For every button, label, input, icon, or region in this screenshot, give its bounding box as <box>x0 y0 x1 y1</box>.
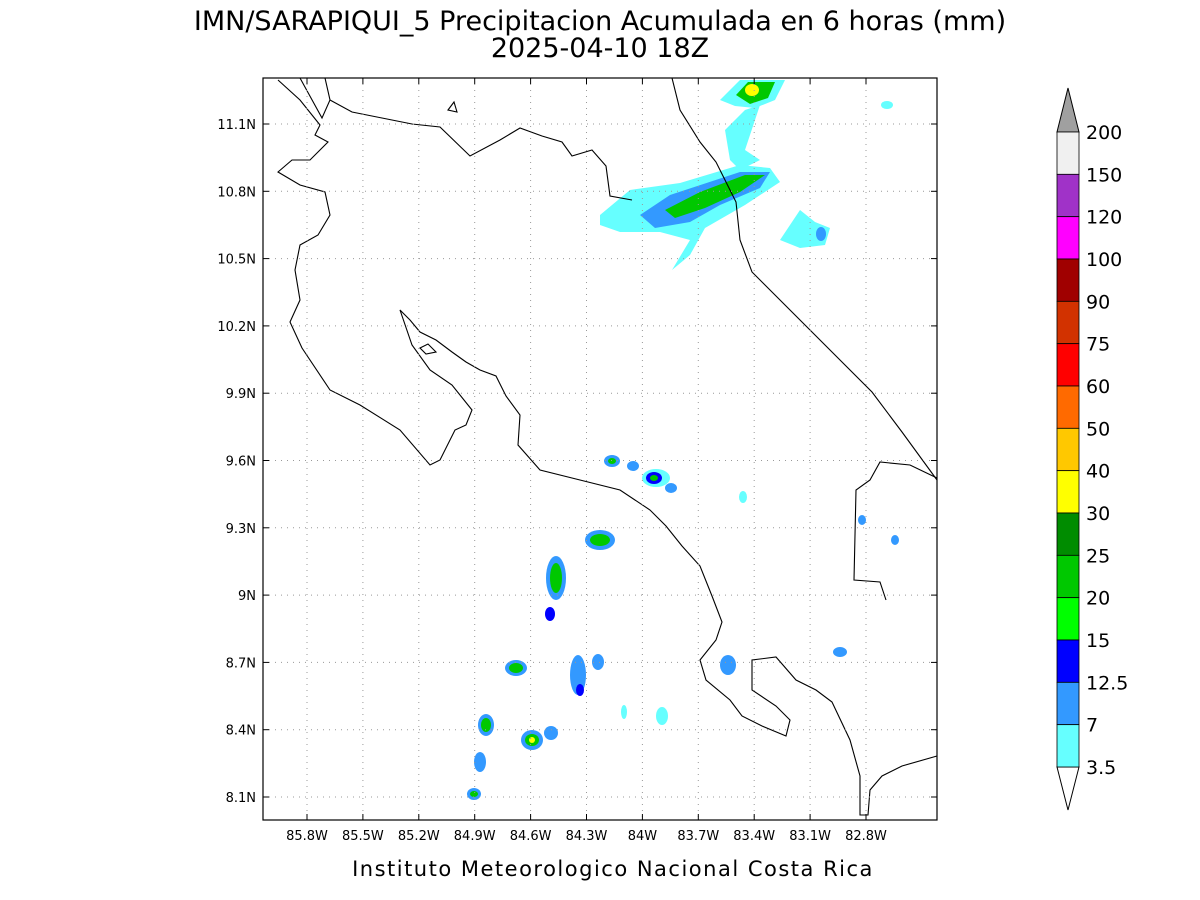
lat-label: 8.7N <box>226 656 256 671</box>
color-box <box>1056 427 1080 472</box>
lat-label: 9.9N <box>226 387 256 402</box>
lon-label: 84W <box>628 829 658 844</box>
over-triangle <box>1056 87 1080 133</box>
color-box <box>1056 131 1080 175</box>
legend-level: 25 <box>1086 545 1110 567</box>
legend-level: 15 <box>1086 630 1110 652</box>
lon-label: 84.3W <box>566 829 608 844</box>
color-box <box>1056 470 1080 514</box>
color-box <box>1056 681 1080 726</box>
color-box <box>1056 512 1080 556</box>
lon-label: 83.1W <box>789 829 831 844</box>
colorbar: 200 150 120 100 90 75 60 50 40 30 25 20 15 12.5 7 3.5 <box>1056 87 1128 811</box>
coastline <box>277 77 938 816</box>
legend-level: 50 <box>1086 418 1110 440</box>
legend-level: 7 <box>1086 715 1098 737</box>
legend-level: 3.5 <box>1086 757 1116 779</box>
map-frame <box>262 77 938 821</box>
color-box <box>1056 343 1080 387</box>
legend-level: 150 <box>1086 164 1122 186</box>
under-triangle <box>1056 766 1080 811</box>
color-box <box>1056 216 1080 260</box>
legend-level: 20 <box>1086 588 1110 610</box>
title: IMN/SARAPIQUI_5 Precipitacion Acumulada … <box>194 6 1006 37</box>
legend-level: 200 <box>1086 122 1122 144</box>
lat-label: 11.1N <box>217 118 256 133</box>
color-box <box>1056 639 1080 683</box>
legend-level: 60 <box>1086 376 1110 398</box>
lat-label: 9.6N <box>226 455 256 470</box>
precip <box>467 80 899 800</box>
lon-label: 85.2W <box>398 829 440 844</box>
lon-label: 85.8W <box>286 829 328 844</box>
lat-label: 10.8N <box>217 185 256 200</box>
lat-label: 10.5N <box>217 253 256 268</box>
color-box <box>1056 173 1080 218</box>
color-box <box>1056 597 1080 641</box>
lon-label: 83.4W <box>733 829 775 844</box>
legend-level: 40 <box>1086 461 1110 483</box>
legend-level: 12.5 <box>1086 672 1128 694</box>
legend-level: 30 <box>1086 503 1110 525</box>
lon-label: 84.9W <box>454 829 496 844</box>
color-box <box>1056 300 1080 345</box>
lat-label: 8.1N <box>226 791 256 806</box>
legend-level: 90 <box>1086 291 1110 313</box>
footer: Instituto Meteorologico Nacional Costa R… <box>352 857 874 881</box>
lat-label: 8.4N <box>226 724 256 739</box>
color-box <box>1056 724 1080 768</box>
map: 85.8W 85.5W 85.2W 84.9W 84.6W 84.3W 84W 83.7W 83… <box>217 77 938 844</box>
legend-level: 120 <box>1086 207 1122 229</box>
subtitle: 2025-04-10 18Z <box>491 33 709 64</box>
legend-level: 75 <box>1086 334 1110 356</box>
color-box <box>1056 385 1080 429</box>
legend-level: 100 <box>1086 249 1122 271</box>
lat-label: 10.2N <box>217 320 256 335</box>
lon-label: 82.8W <box>845 829 887 844</box>
lon-label: 84.6W <box>510 829 552 844</box>
color-box <box>1056 258 1080 302</box>
color-box <box>1056 554 1080 599</box>
lon-label: 85.5W <box>342 829 384 844</box>
grid <box>263 78 937 820</box>
ticks: 85.8W 85.5W 85.2W 84.9W 84.6W 84.3W 84W 83.7W 83… <box>217 78 937 844</box>
lat-label: 9.3N <box>226 522 256 537</box>
lon-label: 83.7W <box>677 829 719 844</box>
lat-label: 9N <box>238 589 256 604</box>
